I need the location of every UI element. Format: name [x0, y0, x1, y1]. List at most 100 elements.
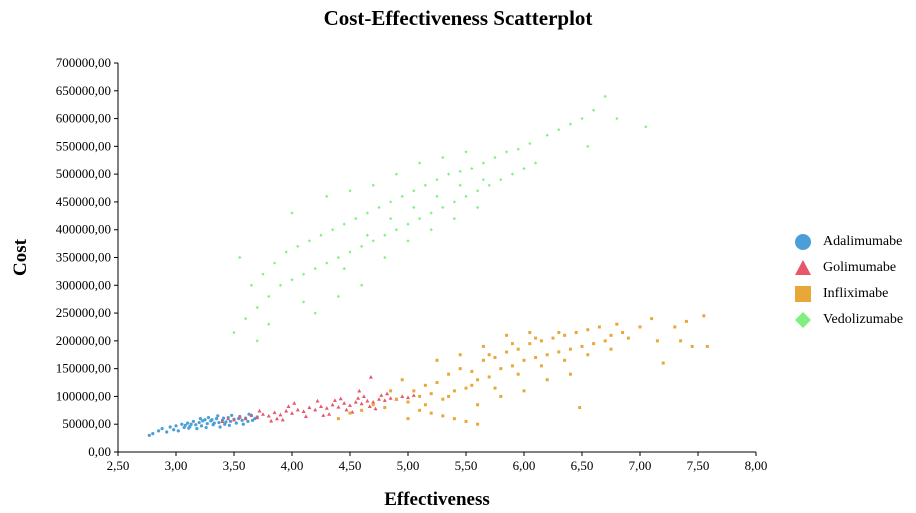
- data-point-adalimumabe: [191, 419, 195, 424]
- data-point-vedolizumabe: [336, 255, 340, 260]
- data-point-infliximabe: [528, 342, 532, 346]
- data-point-infliximabe: [360, 408, 364, 412]
- data-point-vedolizumabe: [644, 125, 648, 129]
- x-tick-label: 5,50: [455, 458, 478, 473]
- data-point-vedolizumabe: [336, 294, 340, 298]
- data-point-infliximabe: [435, 358, 439, 362]
- data-point-golimumabe: [313, 407, 318, 412]
- data-point-infliximabe: [348, 411, 352, 415]
- y-tick-label: 100000,00: [56, 388, 111, 403]
- data-point-infliximabe: [476, 403, 480, 407]
- data-point-vedolizumabe: [365, 211, 369, 215]
- data-point-infliximabe: [650, 317, 654, 321]
- data-point-vedolizumabe: [389, 217, 393, 221]
- data-point-infliximabe: [522, 389, 526, 393]
- data-point-vedolizumabe: [244, 317, 248, 321]
- data-point-infliximabe: [412, 389, 416, 393]
- data-point-golimumabe: [388, 396, 393, 400]
- data-point-adalimumabe: [224, 420, 228, 424]
- y-tick-label: 500000,00: [56, 166, 111, 181]
- data-point-vedolizumabe: [516, 147, 520, 151]
- data-point-infliximabe: [510, 364, 514, 368]
- data-point-infliximabe: [389, 389, 393, 393]
- data-point-vedolizumabe: [487, 183, 491, 187]
- data-point-infliximabe: [418, 394, 422, 398]
- data-point-infliximabe: [580, 344, 584, 348]
- data-point-vedolizumabe: [458, 183, 462, 187]
- data-point-vedolizumabe: [452, 217, 456, 221]
- data-point-infliximabe: [655, 339, 659, 343]
- legend-label: Infliximabe: [823, 286, 889, 301]
- data-point-vedolizumabe: [313, 311, 317, 315]
- data-point-infliximabe: [336, 417, 340, 421]
- data-point-vedolizumabe: [464, 150, 468, 154]
- data-point-infliximabe: [476, 422, 480, 426]
- data-point-infliximabe: [441, 414, 445, 418]
- x-axis-ticks: 2,50 3,00 3,50 4,00 4,50 5,00 5,50 6,00 6,50 7,00…: [107, 452, 768, 473]
- y-axis-title: Cost: [10, 238, 31, 276]
- data-point-vedolizumabe: [255, 339, 259, 343]
- data-point-adalimumabe: [227, 423, 231, 427]
- data-point-adalimumabe: [165, 430, 169, 434]
- data-point-golimumabe: [361, 394, 366, 399]
- y-tick-label: 250000,00: [56, 305, 111, 320]
- x-tick-label: 8,00: [745, 458, 768, 473]
- data-point-golimumabe: [338, 396, 343, 401]
- data-point-vedolizumabe: [342, 267, 346, 271]
- data-point-vedolizumabe: [313, 267, 317, 271]
- data-point-vedolizumabe: [394, 172, 398, 176]
- data-point-infliximabe: [447, 372, 451, 376]
- data-point-vedolizumabe: [580, 116, 584, 121]
- data-point-vedolizumabe: [423, 183, 427, 187]
- data-point-vedolizumabe: [476, 205, 480, 210]
- data-point-golimumabe: [330, 402, 335, 407]
- data-point-infliximabe: [394, 397, 398, 401]
- data-point-infliximabe: [574, 331, 578, 335]
- data-point-vedolizumabe: [371, 183, 375, 187]
- data-point-golimumabe: [261, 412, 265, 416]
- data-point-infliximabe: [499, 367, 503, 371]
- data-point-infliximabe: [505, 333, 509, 337]
- data-point-infliximabe: [516, 372, 520, 376]
- data-point-infliximabe: [563, 333, 567, 337]
- x-tick-label: 3,50: [223, 458, 246, 473]
- data-point-golimumabe: [411, 393, 416, 397]
- data-point-vedolizumabe: [412, 205, 416, 210]
- data-point-infliximabe: [481, 358, 485, 362]
- data-point-vedolizumabe: [429, 211, 433, 215]
- data-point-golimumabe: [220, 419, 225, 424]
- data-point-infliximabe: [383, 406, 387, 410]
- data-point-infliximabe: [464, 419, 468, 423]
- data-point-adalimumabe: [157, 429, 161, 433]
- data-point-golimumabe: [336, 404, 341, 409]
- data-point-vedolizumabe: [528, 141, 532, 146]
- data-point-golimumabe: [385, 391, 390, 396]
- data-point-golimumabe: [382, 398, 387, 402]
- data-point-adalimumabe: [218, 425, 222, 429]
- y-tick-label: 550000,00: [56, 138, 111, 153]
- data-point-infliximabe: [534, 356, 538, 360]
- data-point-vedolizumabe: [389, 200, 393, 204]
- legend-label: Golimumabe: [823, 260, 897, 275]
- data-point-golimumabe: [400, 394, 405, 399]
- data-point-vedolizumabe: [452, 200, 456, 204]
- data-point-infliximabe: [661, 361, 665, 365]
- y-tick-label: 450000,00: [56, 194, 111, 209]
- data-point-infliximabe: [371, 403, 375, 407]
- data-point-adalimumabe: [168, 425, 172, 429]
- data-point-golimumabe: [356, 396, 361, 400]
- data-point-golimumabe: [319, 404, 323, 409]
- triangle-marker-icon: [793, 258, 813, 278]
- data-point-vedolizumabe: [499, 178, 503, 182]
- data-point-golimumabe: [371, 399, 376, 404]
- data-point-vedolizumabe: [458, 169, 462, 173]
- data-point-adalimumabe: [199, 424, 204, 428]
- data-point-infliximabe: [609, 347, 613, 351]
- y-tick-label: 700000,00: [56, 55, 111, 70]
- data-point-adalimumabe: [212, 421, 216, 425]
- data-point-golimumabe: [301, 409, 306, 414]
- data-point-vedolizumabe: [418, 161, 422, 165]
- data-point-infliximabe: [539, 339, 543, 343]
- data-point-golimumabe: [286, 404, 291, 409]
- legend-item-adalimumabe: Adalimumabe: [793, 229, 913, 255]
